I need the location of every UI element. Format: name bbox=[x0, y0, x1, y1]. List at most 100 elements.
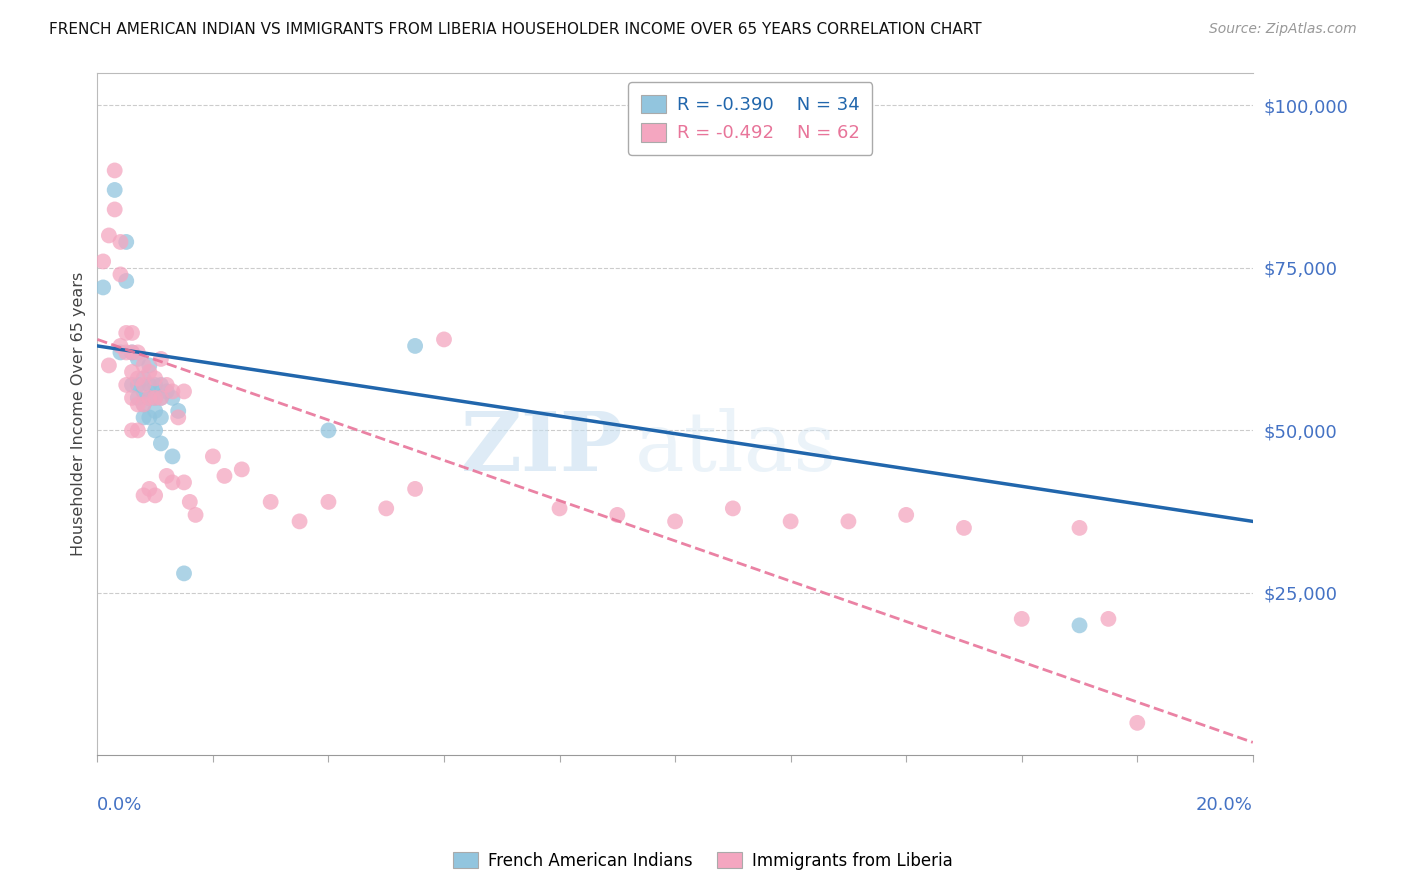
Point bbox=[132, 410, 155, 425]
Point bbox=[138, 359, 160, 373]
Point bbox=[404, 482, 426, 496]
Point bbox=[149, 410, 172, 425]
Point bbox=[779, 515, 801, 529]
Text: FRENCH AMERICAN INDIAN VS IMMIGRANTS FROM LIBERIA HOUSEHOLDER INCOME OVER 65 YEA: FRENCH AMERICAN INDIAN VS IMMIGRANTS FRO… bbox=[49, 22, 981, 37]
Point bbox=[138, 410, 160, 425]
Point bbox=[132, 397, 155, 411]
Point bbox=[179, 495, 201, 509]
Point bbox=[231, 462, 253, 476]
Point bbox=[953, 521, 976, 535]
Point bbox=[721, 501, 744, 516]
Point bbox=[156, 378, 179, 392]
Point bbox=[132, 371, 155, 385]
Point bbox=[149, 351, 172, 366]
Point bbox=[214, 469, 236, 483]
Point bbox=[127, 351, 149, 366]
Point bbox=[162, 450, 184, 464]
Point bbox=[127, 397, 149, 411]
Point bbox=[1069, 521, 1091, 535]
Point bbox=[433, 333, 456, 347]
Point bbox=[121, 365, 143, 379]
Point bbox=[121, 391, 143, 405]
Text: 20.0%: 20.0% bbox=[1197, 797, 1253, 814]
Point bbox=[162, 475, 184, 490]
Point bbox=[318, 424, 340, 438]
Text: ZIP: ZIP bbox=[461, 409, 623, 488]
Point bbox=[156, 384, 179, 399]
Point bbox=[1097, 612, 1119, 626]
Point bbox=[127, 391, 149, 405]
Point bbox=[201, 450, 224, 464]
Point bbox=[138, 391, 160, 405]
Point bbox=[548, 501, 571, 516]
Point bbox=[127, 424, 149, 438]
Point bbox=[1126, 715, 1149, 730]
Legend: French American Indians, Immigrants from Liberia: French American Indians, Immigrants from… bbox=[446, 846, 960, 877]
Point bbox=[132, 488, 155, 502]
Point bbox=[91, 280, 114, 294]
Point bbox=[896, 508, 918, 522]
Point bbox=[149, 378, 172, 392]
Point bbox=[138, 378, 160, 392]
Point bbox=[288, 515, 311, 529]
Point bbox=[110, 345, 132, 359]
Point bbox=[121, 424, 143, 438]
Point bbox=[404, 339, 426, 353]
Point bbox=[115, 378, 138, 392]
Point bbox=[143, 488, 166, 502]
Point bbox=[156, 469, 179, 483]
Point bbox=[1011, 612, 1033, 626]
Point bbox=[104, 163, 127, 178]
Point bbox=[127, 378, 149, 392]
Text: Source: ZipAtlas.com: Source: ZipAtlas.com bbox=[1209, 22, 1357, 37]
Point bbox=[138, 365, 160, 379]
Point bbox=[132, 397, 155, 411]
Point bbox=[127, 345, 149, 359]
Point bbox=[143, 378, 166, 392]
Point bbox=[664, 515, 686, 529]
Point bbox=[132, 378, 155, 392]
Point bbox=[143, 391, 166, 405]
Point bbox=[127, 371, 149, 385]
Point bbox=[110, 268, 132, 282]
Point bbox=[375, 501, 398, 516]
Legend: R = -0.390    N = 34, R = -0.492    N = 62: R = -0.390 N = 34, R = -0.492 N = 62 bbox=[628, 82, 872, 155]
Point bbox=[260, 495, 283, 509]
Point bbox=[97, 228, 120, 243]
Point bbox=[143, 404, 166, 418]
Text: 0.0%: 0.0% bbox=[97, 797, 143, 814]
Point bbox=[143, 391, 166, 405]
Point bbox=[121, 345, 143, 359]
Point bbox=[173, 475, 195, 490]
Y-axis label: Householder Income Over 65 years: Householder Income Over 65 years bbox=[72, 272, 86, 557]
Point bbox=[138, 391, 160, 405]
Point bbox=[104, 183, 127, 197]
Point bbox=[167, 404, 190, 418]
Point bbox=[132, 359, 155, 373]
Point bbox=[138, 482, 160, 496]
Text: atlas: atlas bbox=[634, 409, 837, 488]
Point bbox=[143, 424, 166, 438]
Point bbox=[110, 235, 132, 249]
Point bbox=[184, 508, 207, 522]
Point bbox=[121, 378, 143, 392]
Point bbox=[110, 339, 132, 353]
Point bbox=[115, 274, 138, 288]
Point bbox=[115, 345, 138, 359]
Point bbox=[104, 202, 127, 217]
Point bbox=[149, 391, 172, 405]
Point bbox=[115, 235, 138, 249]
Point bbox=[173, 384, 195, 399]
Point bbox=[132, 384, 155, 399]
Point bbox=[91, 254, 114, 268]
Point bbox=[606, 508, 628, 522]
Point bbox=[97, 359, 120, 373]
Point bbox=[162, 384, 184, 399]
Point bbox=[121, 345, 143, 359]
Point bbox=[173, 566, 195, 581]
Point bbox=[162, 391, 184, 405]
Point bbox=[167, 410, 190, 425]
Point bbox=[837, 515, 859, 529]
Point bbox=[149, 436, 172, 450]
Point bbox=[1069, 618, 1091, 632]
